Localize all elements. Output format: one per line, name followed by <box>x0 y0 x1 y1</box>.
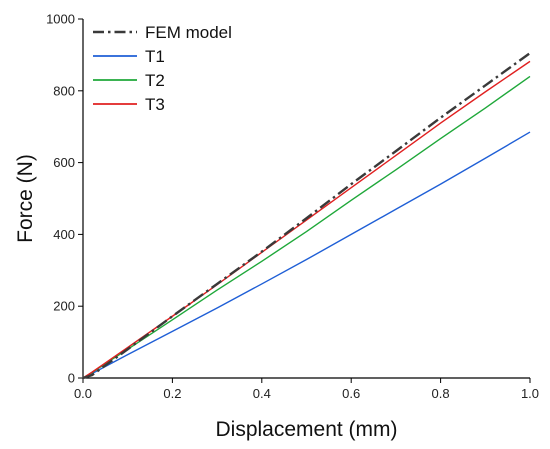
x-tick-label: 0.6 <box>342 386 360 401</box>
series-line-t1 <box>82 131 531 379</box>
legend: FEM model T1 T2 T3 <box>93 23 232 114</box>
y-tick-label: 600 <box>53 155 75 170</box>
y-tick-label: 0 <box>68 371 75 386</box>
x-tick-label: 0.0 <box>74 386 92 401</box>
x-axis-title: Displacement (mm) <box>215 418 397 441</box>
y-tick-label: 1000 <box>46 12 75 27</box>
y-ticks: 0 200 400 600 800 1000 <box>46 12 83 386</box>
legend-label: T1 <box>145 47 165 66</box>
legend-label: T3 <box>145 95 165 114</box>
x-tick-label: 0.2 <box>163 386 181 401</box>
series-layer <box>82 52 531 380</box>
legend-label: FEM model <box>145 23 232 42</box>
y-tick-label: 800 <box>53 83 75 98</box>
x-tick-label: 1.0 <box>521 386 539 401</box>
series-line-fem-model <box>82 52 531 380</box>
plot-frame <box>82 19 530 379</box>
y-axis-title: Force (N) <box>14 154 37 243</box>
series-line-t2 <box>82 75 531 379</box>
x-tick-label: 0.4 <box>253 386 271 401</box>
y-tick-label: 400 <box>53 227 75 242</box>
y-tick-label: 200 <box>53 299 75 314</box>
x-ticks: 0.0 0.2 0.4 0.6 0.8 1.0 <box>74 378 539 401</box>
legend-label: T2 <box>145 71 165 90</box>
x-tick-label: 0.8 <box>432 386 450 401</box>
